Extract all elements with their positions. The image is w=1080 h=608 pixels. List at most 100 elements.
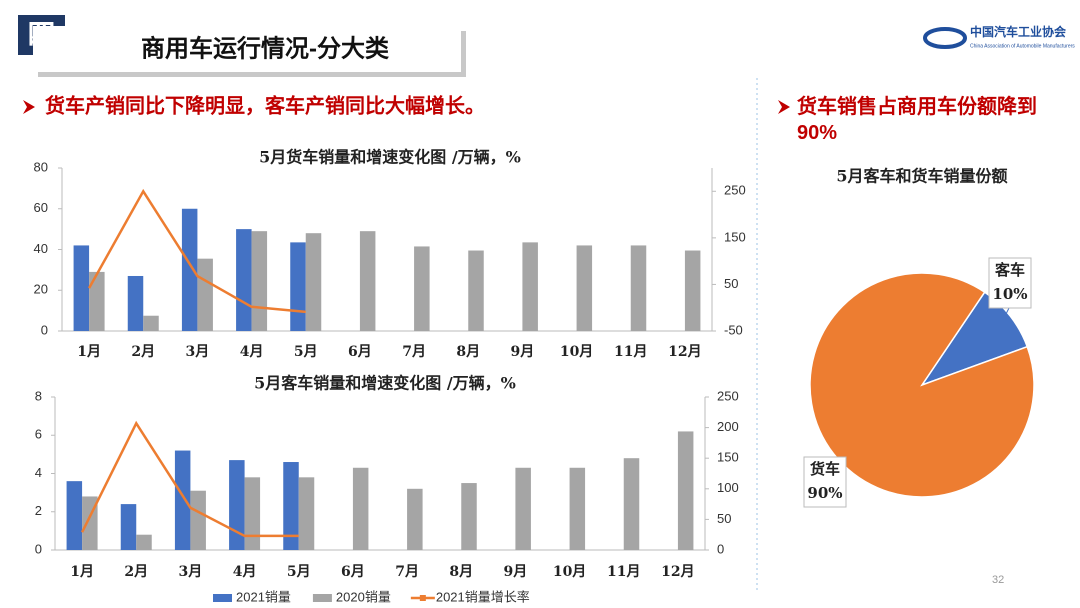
y2-tick-label: 0: [717, 541, 724, 556]
bar: [677, 431, 694, 550]
y2-tick-label: 250: [724, 183, 746, 198]
y-tick-label: 40: [34, 241, 48, 256]
x-tick-label: 11月: [607, 564, 640, 580]
y-tick-label: 6: [35, 427, 42, 442]
x-tick-label: 8月: [449, 564, 473, 580]
x-tick-label: 9月: [511, 344, 535, 360]
bar: [229, 460, 245, 550]
bar: [359, 231, 376, 331]
x-tick-label: 10月: [560, 344, 593, 360]
x-tick-label: 2月: [131, 344, 155, 360]
line-series: [87, 188, 306, 314]
bar: [623, 458, 640, 550]
y2-tick-label: 50: [724, 276, 738, 291]
legend-label: 2021销量: [236, 589, 291, 604]
bullet-arrow: [778, 100, 790, 114]
label-box: [803, 456, 847, 508]
bar: [120, 504, 137, 550]
legend-label: 2020销量: [336, 589, 391, 604]
y-tick-label: 2: [35, 503, 42, 518]
org-name: 中国汽车工业协会: [970, 24, 1067, 39]
line-series: [80, 420, 299, 538]
bar: [298, 477, 315, 550]
bullet-text: 货车销售占商用车份额降到90%: [797, 96, 1037, 144]
legend-swatch: [419, 595, 426, 601]
bar: [468, 250, 484, 331]
bar: [143, 315, 159, 331]
chart-title: 5月客车和货车销量份额: [836, 167, 1007, 186]
chart-title: 5月客车销量和增速变化图 /万辆，%: [254, 374, 516, 393]
y2-tick-label: -50: [724, 322, 743, 337]
x-tick-label: 5月: [287, 564, 311, 580]
chart-title: 5月货车销量和增速变化图 /万辆，%: [259, 148, 521, 167]
x-tick-label: 6月: [341, 564, 365, 580]
x-tick-label: 1月: [77, 344, 101, 360]
legend-swatch: [213, 594, 232, 602]
bar: [190, 490, 206, 550]
bullet-arrow: [23, 100, 35, 114]
y2-tick-label: 50: [717, 511, 731, 526]
bar: [236, 229, 252, 331]
y-tick-label: 20: [34, 282, 48, 297]
bar: [569, 467, 586, 550]
bar: [461, 483, 477, 550]
bar: [66, 481, 83, 550]
label-box: [988, 257, 1032, 309]
org-name-en: China Association of Automobile Manufact…: [970, 43, 1075, 49]
x-tick-label: 5月: [294, 344, 318, 360]
bar: [290, 242, 306, 331]
y-tick-label: 0: [41, 322, 48, 337]
y2-tick-label: 100: [717, 480, 739, 495]
x-tick-label: 3月: [179, 564, 203, 580]
bar: [251, 231, 268, 331]
y2-tick-label: 150: [717, 450, 739, 465]
pie-value-label: 90%: [807, 484, 842, 502]
y2-tick-label: 250: [717, 388, 739, 403]
bar: [522, 242, 538, 331]
bar: [515, 467, 531, 550]
bar: [136, 534, 152, 550]
y2-tick-label: 150: [724, 229, 746, 244]
x-tick-label: 4月: [233, 564, 257, 580]
bar: [630, 245, 647, 331]
x-tick-label: 12月: [661, 564, 694, 580]
bar: [181, 208, 198, 331]
x-tick-label: 11月: [614, 344, 647, 360]
pie-value-label: 10%: [992, 285, 1027, 303]
x-tick-label: 12月: [668, 344, 701, 360]
bar: [407, 488, 423, 550]
pie-label: 货车: [810, 460, 840, 478]
legend-label: 2021销量增长率: [436, 589, 530, 604]
y-tick-label: 8: [35, 388, 42, 403]
y-tick-label: 4: [35, 465, 42, 480]
legend-swatch: [312, 594, 332, 602]
x-tick-label: 8月: [456, 344, 480, 360]
y-tick-label: 80: [34, 159, 48, 174]
x-tick-label: 7月: [402, 344, 426, 360]
x-tick-label: 2月: [124, 564, 148, 580]
bar: [174, 450, 191, 550]
pie-label: 客车: [994, 261, 1025, 279]
bar: [89, 271, 105, 331]
bar: [414, 246, 430, 331]
x-tick-label: 4月: [240, 344, 264, 360]
bar: [576, 245, 593, 331]
x-tick-label: 9月: [504, 564, 528, 580]
bar: [127, 275, 144, 331]
slide-title: 商用车运行情况-分大类: [141, 34, 390, 62]
y-tick-label: 60: [34, 200, 48, 215]
title-box: [33, 26, 461, 72]
bar: [244, 477, 261, 550]
bar: [283, 462, 299, 550]
bar: [352, 467, 369, 550]
page-number: 32: [992, 574, 1004, 586]
bar: [305, 233, 322, 331]
y-tick-label: 0: [35, 541, 42, 556]
x-tick-label: 6月: [348, 344, 372, 360]
logo-mark: [923, 27, 967, 49]
bullet-text: 货车产销同比下降明显，客车产销同比大幅增长。: [45, 93, 485, 117]
x-tick-label: 7月: [395, 564, 419, 580]
y2-tick-label: 200: [717, 419, 739, 434]
